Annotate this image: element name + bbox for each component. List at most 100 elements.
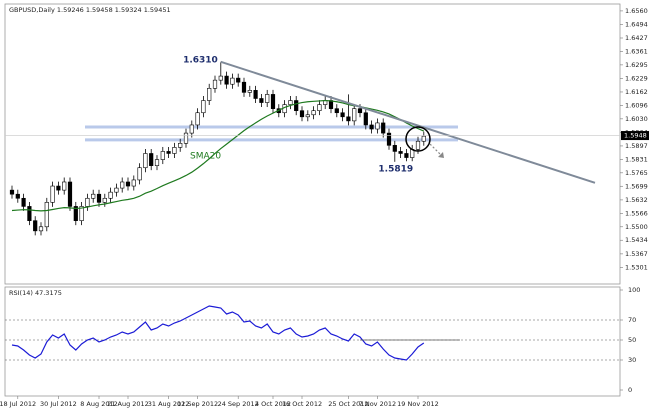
candle-body [241,81,247,93]
candle-body [253,90,258,99]
candle-body [201,100,206,114]
x-tick-label: 21 Aug 2012 [107,400,149,408]
y-tick-label: 30 [628,356,636,364]
y-tick-label: 1.5831 [625,155,648,163]
last-price-box [621,131,649,141]
candle-body [212,79,218,89]
candle-body [218,75,223,81]
sma-label: SMA20 [190,152,221,162]
candle-body [369,124,374,130]
y-tick-label: 1.6229 [625,74,648,82]
x-tick-label: 19 Nov 2012 [397,400,439,408]
y-tick-label: 1.5632 [625,196,648,204]
candle-body [38,226,44,232]
y-tick-label: 1.6295 [625,61,648,69]
highlight-circle [405,126,431,152]
rsi-panel [4,286,621,397]
candle-body [392,145,397,152]
trendline [220,60,596,184]
candle-body [62,181,67,191]
x-tick-label: 30 Jul 2012 [40,400,77,408]
candle-body [172,147,177,154]
candle-body [230,77,235,85]
candle-body [340,112,345,118]
y-tick-label: 1.5699 [625,182,648,190]
candle-body [375,122,380,130]
y-tick-label: 1.5301 [625,263,648,271]
candle-body [259,98,264,103]
y-tick-label: 1.6560 [625,7,648,15]
y-tick-label: 1.5566 [625,209,648,217]
candle-body [160,151,165,160]
candle-body [67,181,73,207]
y-tick-label: 1.6494 [625,20,648,28]
candle-body [352,108,357,122]
y-tick-label: 100 [628,286,640,294]
candle-body [247,90,252,93]
candle-body [50,185,55,203]
candle-body [9,189,15,195]
candle-body [143,153,148,169]
rsi-title: RSI(14) 47.3175 [9,289,62,297]
y-tick-label: 70 [628,316,636,324]
y-tick-label: 1.6361 [625,47,648,55]
candle-body [421,135,426,142]
candle-body [79,206,84,221]
x-tick-label: 18 Jul 2012 [0,400,36,408]
x-tick-label: 12 Sep 2012 [177,400,218,408]
y-tick-label: 1.5897 [625,142,648,150]
candle-body [357,108,363,114]
chart-title: GBPUSD,Daily 1.59246 1.59458 1.59324 1.5… [9,6,171,14]
low-label: 1.5819 [378,164,413,174]
last-price-label: 1.5948 [624,132,647,140]
candle-body [120,181,125,189]
candle-body [398,151,403,154]
x-tick-label: 31 Aug 2012 [148,400,190,408]
candle-body [195,112,200,126]
candle-body [207,87,212,101]
candle-body [178,142,183,148]
candle-body [114,187,119,193]
candle-body [415,140,421,150]
candle-body [183,132,189,144]
arrow-head [438,152,444,158]
candle-body [294,100,299,112]
candle-body [21,197,26,207]
candle-body [381,122,386,134]
candle-body [404,153,409,158]
candle-body [44,202,49,228]
candle-body [73,206,78,221]
rsi-line [11,305,425,361]
candle-body [27,206,32,221]
candle-body [33,220,38,232]
y-tick-label: 1.6030 [625,115,648,123]
candle-body [125,181,131,187]
y-tick-label: 1.5500 [625,223,648,231]
y-tick-label: 50 [628,336,636,344]
x-tick-label: 24 Sep 2012 [218,400,259,408]
candle-body [15,193,20,199]
main-panel [4,3,621,285]
candle-body [56,185,61,191]
y-tick-label: 1.6096 [625,101,648,109]
x-tick-label: 8 Aug 2012 [80,400,118,408]
candle-body [91,193,96,199]
candle-body [265,94,270,103]
candle-body [236,77,241,83]
y-tick-label: 1.6427 [625,34,648,42]
candle-body [166,151,171,154]
projection-arrow [429,143,443,157]
candle-body [270,94,276,109]
candle-body [102,197,107,203]
candle-body [149,153,154,166]
candle-body [317,104,322,112]
y-tick-label: 1.5765 [625,169,648,177]
x-tick-label: 7 Nov 2012 [359,400,397,408]
candle-body [154,159,160,166]
candle-body [346,116,351,122]
y-tick-label: 0 [628,386,632,394]
candle-body [137,167,142,181]
peak-label: 1.6310 [183,55,218,65]
candle-body [131,179,136,187]
